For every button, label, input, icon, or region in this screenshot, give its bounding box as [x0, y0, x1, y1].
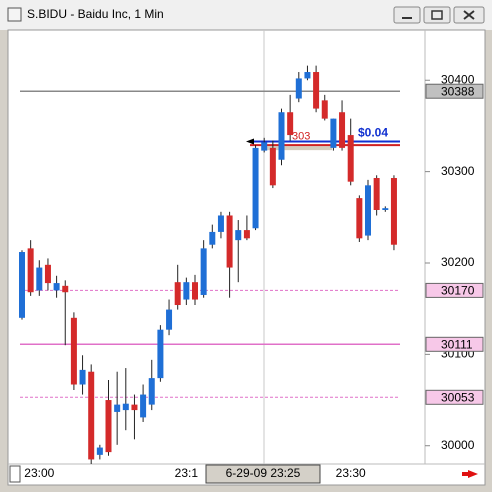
candle-body — [62, 285, 69, 293]
candle-body — [321, 100, 328, 119]
candle-body — [174, 282, 181, 306]
candle-body — [252, 147, 259, 229]
price-label-box — [425, 389, 484, 405]
candle-body — [365, 185, 371, 236]
candle-body — [347, 135, 354, 182]
cursor-label: 6-29-09 23:25 — [226, 466, 301, 480]
candle-body — [27, 248, 34, 293]
candle-body — [96, 447, 103, 455]
x-tick-label: 23:1 — [175, 466, 199, 480]
candle-body — [192, 282, 198, 300]
candle-body — [79, 369, 86, 385]
maximize-icon — [431, 10, 443, 20]
candle-body — [44, 264, 51, 284]
candle-body — [122, 403, 129, 411]
candle-body — [183, 282, 190, 300]
candle-body — [148, 378, 155, 405]
candle-body — [373, 178, 380, 210]
candle-body — [295, 78, 302, 99]
candle-body — [243, 230, 250, 239]
window-icon — [7, 7, 22, 22]
candle-body — [287, 112, 294, 136]
price-label-box — [425, 83, 484, 99]
candle-body — [382, 208, 389, 210]
price-label: 30053 — [441, 390, 475, 404]
x-tick-label: 23:00 — [24, 466, 54, 480]
y-tick-label: 30400 — [441, 72, 475, 86]
candle-body — [140, 394, 147, 418]
y-tick-label: 30200 — [441, 255, 475, 269]
candle-body — [53, 283, 60, 291]
close-icon — [463, 10, 475, 20]
candle-body — [261, 142, 268, 151]
price-label-box — [425, 282, 484, 298]
x-tick-label: 23:30 — [336, 466, 366, 480]
candle-body — [356, 198, 363, 239]
y-tick-label: 30000 — [441, 438, 475, 452]
annotation: 303 — [292, 130, 310, 142]
candle-body — [217, 215, 224, 232]
cursor-label-box — [205, 464, 321, 484]
order-arrow — [246, 138, 254, 145]
price-label: 30111 — [441, 337, 473, 351]
candle-body — [70, 317, 77, 385]
chart-area — [7, 29, 486, 486]
scroll-arrow[interactable] — [462, 470, 478, 478]
window-title: S.BIDU - Baidu Inc, 1 Min — [27, 7, 164, 21]
candle-body — [131, 404, 138, 411]
candle-body — [330, 118, 337, 148]
candle-body — [166, 309, 173, 330]
candle-body — [105, 400, 112, 453]
candle-body — [269, 147, 276, 186]
candle-body — [235, 230, 242, 241]
minimize-button[interactable] — [393, 6, 421, 24]
price-label-box — [425, 336, 484, 352]
y-tick-label: 30300 — [441, 164, 475, 178]
scroll-box[interactable] — [9, 465, 21, 483]
maximize-button[interactable] — [423, 6, 451, 24]
candle-body — [226, 215, 233, 268]
candle-body — [88, 371, 95, 460]
candle-body — [36, 267, 43, 291]
candle-body — [157, 329, 164, 379]
candle-body — [200, 248, 207, 295]
spread-label: $0.04 — [358, 126, 388, 140]
candle-body — [313, 72, 320, 109]
candle-body — [19, 252, 25, 318]
candle-body — [114, 404, 121, 412]
candle-body — [339, 112, 346, 148]
candle-body — [390, 178, 397, 245]
price-label: 30388 — [441, 84, 475, 98]
candle-body — [304, 72, 311, 79]
plot: 3000030100302003030030400303883017030111… — [19, 65, 484, 484]
candle-body — [209, 231, 216, 245]
price-label: 30170 — [441, 284, 475, 298]
candle-body — [278, 112, 285, 160]
order-shadow — [262, 146, 332, 151]
